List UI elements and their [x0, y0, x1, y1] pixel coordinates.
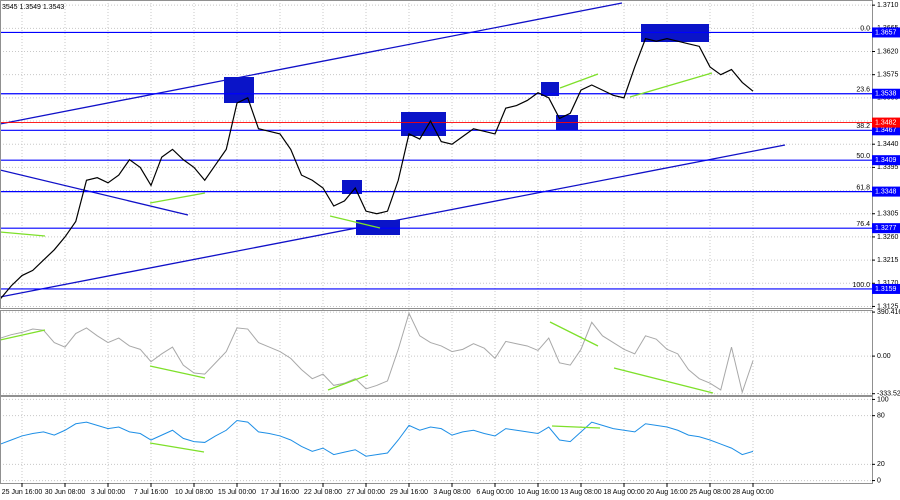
zone	[541, 82, 559, 96]
level-label: 1.3409	[875, 157, 897, 164]
x-tick-label: 6 Aug 00:00	[476, 489, 513, 496]
y-tick-label: 1.3305	[877, 211, 899, 218]
y-tick-label: 20	[877, 461, 885, 468]
level-label: 1.3538	[875, 91, 897, 98]
level-box	[872, 117, 900, 128]
y-tick-label: 1.3620	[877, 48, 899, 55]
x-tick-label: 22 Jul 08:00	[304, 489, 342, 496]
x-tick-label: 17 Jul 16:00	[261, 489, 299, 496]
y-tick-label: 0	[877, 477, 881, 484]
x-tick-label: 25 Jun 16:00	[2, 489, 43, 496]
drawings	[0, 2, 786, 298]
series-line	[0, 37, 754, 300]
level-box	[872, 155, 900, 166]
divergence-line	[329, 215, 381, 229]
level-label: 1.3348	[875, 188, 897, 195]
fib-ratio: 50.0	[856, 153, 870, 160]
divergence-lines	[0, 72, 714, 453]
fib-ratio: 61.8	[856, 184, 870, 191]
level-box	[872, 223, 900, 234]
series	[0, 37, 754, 457]
y-tick-label: -333.522	[877, 391, 900, 398]
panel-frame	[0, 310, 873, 396]
divergence-line	[327, 374, 369, 391]
fib-ratio: 38.2	[856, 123, 870, 130]
x-tick-label: 20 Aug 16:00	[646, 489, 687, 496]
x-tick-label: 30 Jun 08:00	[45, 489, 86, 496]
divergence-line	[149, 365, 206, 379]
series-line	[0, 420, 754, 457]
level-box	[872, 125, 900, 136]
y-tick-label: 1.3710	[877, 2, 899, 9]
x-tick-label: 18 Aug 00:00	[603, 489, 644, 496]
divergence-line	[629, 72, 713, 98]
divergence-line	[549, 321, 599, 347]
x-tick-label: 3 Jul 00:00	[91, 489, 125, 496]
grid	[0, 0, 872, 483]
fib-ratio: 100.0	[852, 282, 870, 289]
y-tick-label: 1.3215	[877, 257, 899, 264]
divergence-line	[149, 192, 206, 204]
y-tick-label: 1.3170	[877, 280, 899, 287]
level-label: 1.3657	[875, 29, 897, 36]
level-label: 1.3467	[875, 127, 897, 134]
fib-ratio: 23.6	[856, 87, 870, 94]
y-tick-label: 1.3125	[877, 303, 899, 310]
divergence-line	[613, 367, 714, 394]
x-tick-label: 28 Aug 00:00	[732, 489, 773, 496]
y-tick-label: 390.4163	[877, 309, 900, 316]
level-box	[872, 186, 900, 197]
divergence-line	[0, 329, 46, 341]
divergence-line	[149, 442, 205, 453]
panel-frame	[0, 396, 873, 484]
frames	[0, 0, 873, 484]
y-tick-label: 1.3395	[877, 164, 899, 171]
level-label: 1.3277	[875, 225, 897, 232]
levels	[0, 31, 872, 290]
zone	[224, 77, 254, 103]
y-tick-label: 100	[877, 396, 889, 403]
level-label: 1.3482	[875, 119, 897, 126]
fib-ratio: 76.4	[856, 221, 870, 228]
x-tick-label: 27 Jul 00:00	[347, 489, 385, 496]
level-box	[872, 88, 900, 99]
x-tick-label: 3 Aug 08:00	[433, 489, 470, 496]
series-line	[0, 311, 754, 394]
trend-line	[0, 2, 623, 125]
fib-ratio: 0.0	[860, 25, 870, 32]
divergence-line	[0, 231, 46, 237]
divergence-line	[551, 425, 601, 429]
y-tick-label: 1.3260	[877, 234, 899, 241]
level-label: 1.3159	[875, 286, 897, 293]
divergence-line	[559, 73, 599, 89]
x-tick-label: 15 Jul 00:00	[218, 489, 256, 496]
x-tick-label: 10 Jul 08:00	[175, 489, 213, 496]
x-tick-label: 29 Jul 16:00	[390, 489, 428, 496]
x-tick-label: 13 Aug 08:00	[560, 489, 601, 496]
trend-line	[0, 169, 189, 216]
y-tick-label: 1.3440	[877, 141, 899, 148]
y-tick-label: 1.3575	[877, 72, 899, 79]
x-tick-label: 10 Aug 16:00	[517, 489, 558, 496]
y-tick-label: 80	[877, 413, 885, 420]
level-box	[872, 283, 900, 294]
y-tick-label: 0.00	[877, 353, 891, 360]
level-box	[872, 27, 900, 38]
x-tick-label: 7 Jul 16:00	[134, 489, 168, 496]
x-tick-label: 25 Aug 08:00	[689, 489, 730, 496]
chart-title: 3545 1.3549 1.3543	[2, 4, 64, 11]
panel-frame	[0, 0, 873, 309]
